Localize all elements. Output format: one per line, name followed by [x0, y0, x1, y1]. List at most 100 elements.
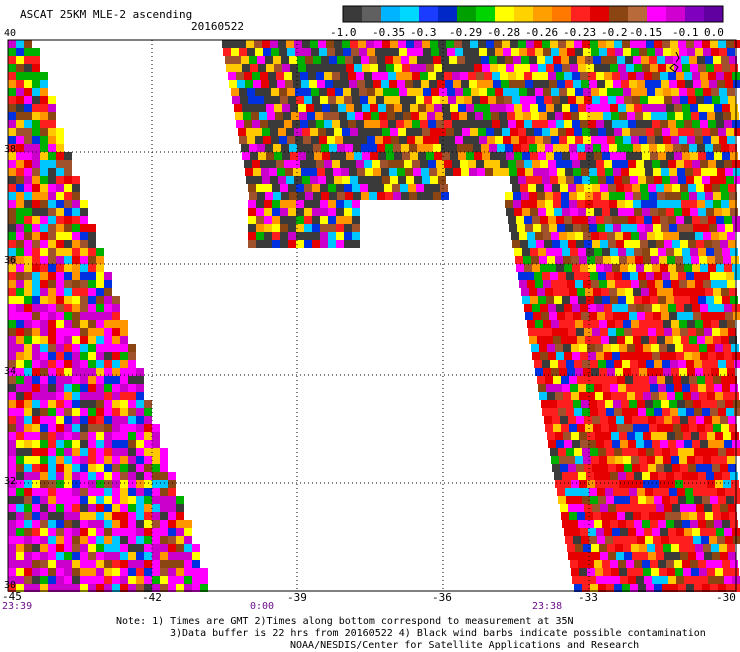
data-pixel — [64, 464, 72, 472]
data-pixel — [641, 56, 649, 64]
data-pixel — [445, 80, 453, 88]
data-pixel — [581, 400, 589, 408]
data-pixel — [88, 440, 96, 448]
data-pixel — [8, 312, 16, 320]
data-pixel — [104, 456, 112, 464]
data-pixel — [547, 392, 555, 400]
data-pixel — [104, 520, 112, 528]
data-pixel — [714, 560, 722, 568]
data-pixel — [653, 224, 661, 232]
data-pixel — [520, 184, 528, 192]
data-pixel — [725, 400, 733, 408]
data-pixel — [626, 104, 634, 112]
data-pixel — [255, 48, 263, 56]
data-pixel — [605, 168, 613, 176]
data-pixel — [64, 152, 72, 160]
data-pixel — [641, 336, 649, 344]
data-pixel — [369, 144, 377, 152]
data-pixel — [40, 104, 48, 112]
data-pixel — [461, 168, 469, 176]
data-pixel — [670, 496, 678, 504]
data-pixel — [530, 248, 538, 256]
data-pixel — [513, 56, 521, 64]
data-pixel — [136, 432, 144, 440]
data-pixel — [710, 496, 718, 504]
data-pixel — [658, 64, 666, 72]
data-pixel — [544, 96, 552, 104]
data-pixel — [542, 408, 550, 416]
data-pixel — [731, 392, 739, 400]
data-pixel — [643, 392, 651, 400]
data-pixel — [565, 312, 573, 320]
data-pixel — [630, 448, 638, 456]
data-pixel — [536, 96, 544, 104]
data-pixel — [128, 432, 136, 440]
data-pixel — [688, 96, 696, 104]
data-pixel — [375, 136, 383, 144]
data-pixel — [538, 64, 546, 72]
data-pixel — [593, 376, 601, 384]
data-pixel — [508, 160, 516, 168]
data-pixel — [548, 160, 556, 168]
data-pixel — [643, 256, 651, 264]
data-pixel — [266, 64, 274, 72]
data-pixel — [633, 512, 641, 520]
data-pixel — [88, 456, 96, 464]
data-pixel — [347, 112, 355, 120]
data-pixel — [601, 192, 609, 200]
data-pixel — [88, 544, 96, 552]
data-pixel — [24, 280, 32, 288]
data-pixel — [657, 144, 665, 152]
data-pixel — [275, 112, 283, 120]
data-pixel — [623, 456, 631, 464]
data-pixel — [32, 192, 40, 200]
data-pixel — [152, 456, 160, 464]
data-pixel — [700, 264, 708, 272]
data-pixel — [604, 576, 612, 584]
data-pixel — [72, 320, 80, 328]
data-pixel — [8, 128, 16, 136]
data-pixel — [335, 48, 343, 56]
data-pixel — [8, 496, 16, 504]
data-pixel — [560, 96, 568, 104]
data-pixel — [40, 328, 48, 336]
data-pixel — [606, 448, 614, 456]
data-pixel — [610, 296, 618, 304]
data-pixel — [485, 80, 493, 88]
data-pixel — [252, 120, 260, 128]
data-pixel — [176, 552, 184, 560]
data-pixel — [373, 80, 381, 88]
data-pixel — [561, 376, 569, 384]
data-pixel — [589, 536, 597, 544]
data-pixel — [599, 232, 607, 240]
data-pixel — [160, 480, 168, 488]
data-pixel — [697, 144, 705, 152]
data-pixel — [380, 160, 388, 168]
data-pixel — [298, 64, 306, 72]
data-pixel — [40, 208, 48, 216]
data-pixel — [8, 88, 16, 96]
data-pixel — [684, 528, 692, 536]
data-pixel — [660, 120, 668, 128]
data-pixel — [16, 560, 24, 568]
data-pixel — [32, 488, 40, 496]
data-pixel — [238, 40, 246, 48]
data-pixel — [352, 208, 360, 216]
data-pixel — [312, 96, 320, 104]
data-pixel — [298, 104, 306, 112]
data-pixel — [543, 136, 551, 144]
data-pixel — [686, 360, 694, 368]
data-pixel — [428, 160, 436, 168]
data-pixel — [576, 328, 584, 336]
data-pixel — [583, 88, 591, 96]
data-pixel — [579, 344, 587, 352]
data-pixel — [48, 552, 56, 560]
data-pixel — [265, 192, 273, 200]
data-pixel — [638, 584, 646, 592]
data-pixel — [624, 184, 632, 192]
data-pixel — [48, 200, 56, 208]
data-pixel — [524, 72, 532, 80]
data-pixel — [622, 176, 630, 184]
data-pixel — [24, 488, 32, 496]
data-pixel — [282, 64, 290, 72]
